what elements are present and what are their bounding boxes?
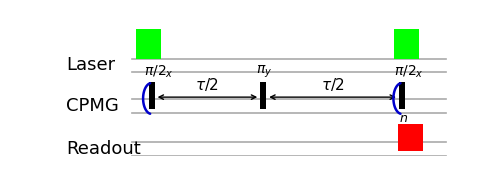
Text: $\tau/2$: $\tau/2$ (196, 76, 220, 93)
Bar (136, 29, 162, 59)
Text: CPMG: CPMG (66, 97, 119, 115)
Text: $\tau/2$: $\tau/2$ (320, 76, 344, 93)
Bar (148, 82, 154, 109)
Text: $\pi_y$: $\pi_y$ (256, 63, 272, 80)
Bar (260, 82, 266, 109)
Text: $\pi/2_x$: $\pi/2_x$ (144, 63, 174, 80)
Text: $n$: $n$ (399, 112, 408, 125)
Text: Readout: Readout (66, 140, 141, 158)
Text: Laser: Laser (66, 57, 116, 75)
Bar (398, 124, 423, 151)
Bar (394, 29, 419, 59)
Bar (399, 82, 405, 109)
Text: $\pi/2_x$: $\pi/2_x$ (394, 63, 424, 80)
